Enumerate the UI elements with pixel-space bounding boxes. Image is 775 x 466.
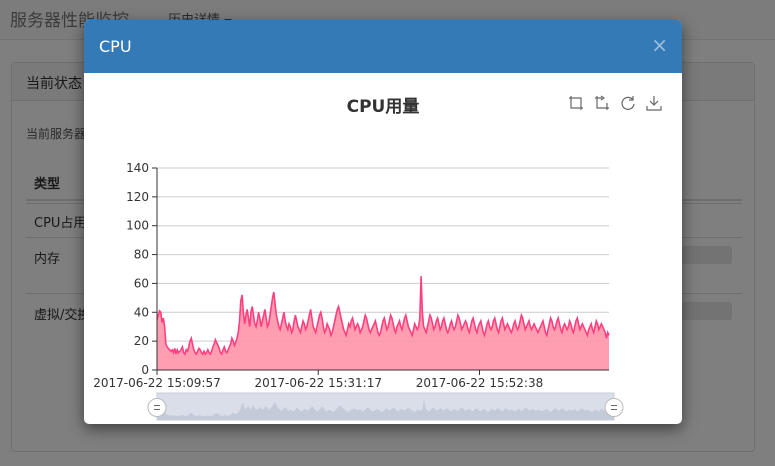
- chart-title: CPU用量: [346, 97, 420, 117]
- x-tick-label: 2017-06-22 15:31:17: [255, 376, 382, 390]
- series-area: [157, 276, 609, 370]
- zoom-reset-icon[interactable]: [594, 95, 610, 111]
- x-tick-label: 2017-06-22 15:52:38: [416, 376, 543, 390]
- close-button[interactable]: ×: [651, 33, 668, 57]
- modal-header: CPU ×: [84, 20, 682, 73]
- chart-toolbox: [568, 95, 662, 111]
- modal-title: CPU: [99, 37, 132, 56]
- y-tick-label: 20: [134, 334, 149, 348]
- x-tick-label: 2017-06-22 15:09:57: [93, 376, 220, 390]
- zoom-slider-track: [156, 392, 615, 421]
- chart-container: CPU用量 0 20 40 60 80 100 120 140 2017-06-22 15:09…: [84, 73, 682, 424]
- save-image-icon[interactable]: [646, 95, 662, 111]
- y-tick-label: 0: [141, 363, 149, 377]
- zoom-preview-area: [157, 398, 614, 420]
- y-tick-label: 40: [134, 305, 149, 319]
- y-tick-label: 100: [126, 219, 149, 233]
- series-line: [156, 276, 610, 356]
- restore-icon[interactable]: [620, 95, 636, 111]
- zoom-handle-right: [604, 398, 624, 417]
- cpu-modal: CPU × CPU用量 0 20 40 60 80 100 120 140 2017-06-: [84, 20, 682, 424]
- y-tick-label: 120: [126, 190, 149, 204]
- y-tick-label: 80: [134, 248, 149, 262]
- zoom-in-icon[interactable]: [568, 95, 584, 111]
- cpu-area-chart: 0 20 40 60 80 100 120 140 2017-06-22 15:09:57 201…: [93, 161, 624, 421]
- zoom-handle-left: [147, 398, 167, 417]
- y-tick-label: 140: [126, 161, 149, 175]
- y-tick-label: 60: [134, 276, 149, 290]
